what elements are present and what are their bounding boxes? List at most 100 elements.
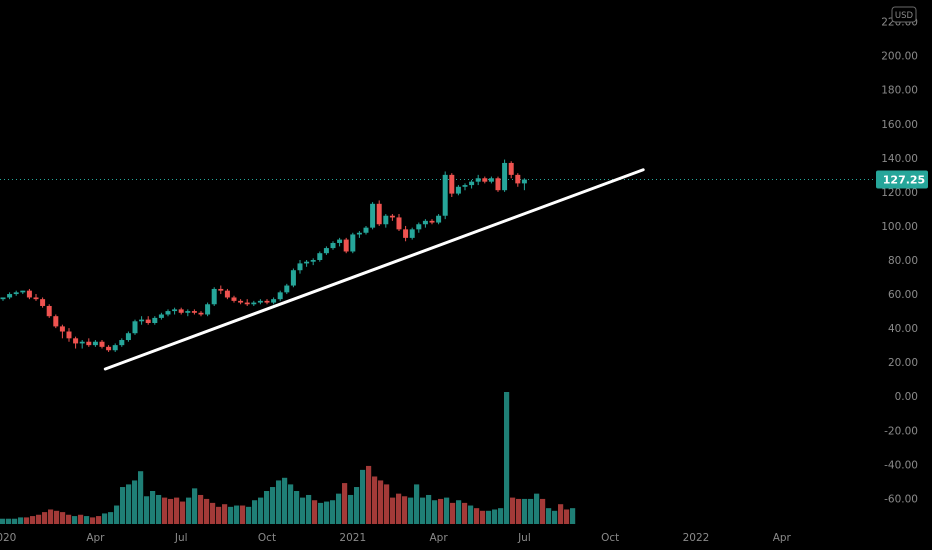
volume-bar (468, 505, 474, 524)
volume-bar (504, 392, 510, 524)
volume-bar (222, 504, 228, 524)
candle-body (251, 302, 257, 305)
candle (244, 299, 250, 306)
volume-bar (258, 497, 264, 524)
candle (165, 309, 171, 317)
volume-bar (426, 494, 432, 524)
candle-body (158, 314, 164, 318)
candle (330, 241, 336, 250)
volume-bar (348, 494, 354, 524)
candle-body (191, 311, 197, 313)
candle (218, 285, 224, 295)
volume-bar (366, 465, 372, 524)
candle-body (53, 316, 59, 327)
candle-body (46, 305, 52, 317)
candle (422, 219, 428, 228)
candle (92, 340, 98, 347)
volume-bar (408, 497, 414, 524)
trendline[interactable] (103, 168, 645, 371)
candle (185, 309, 191, 317)
candle (46, 304, 52, 318)
candle (198, 311, 204, 317)
volume-bar (264, 491, 270, 524)
volume-bar (414, 484, 420, 524)
y-tick-label: 80.00 (888, 255, 918, 267)
candle-body (40, 299, 46, 306)
currency-badge-label: USD (895, 11, 914, 21)
x-tick-label: Apr (430, 532, 449, 544)
candle-body (462, 185, 468, 187)
volume-bar (60, 512, 66, 524)
candle (191, 309, 197, 315)
candle-body (356, 232, 362, 235)
candle-body (277, 292, 283, 300)
volume-bar (240, 505, 246, 524)
volume-bar (24, 517, 30, 524)
candle (59, 324, 65, 339)
candle-body (317, 253, 323, 260)
volume-bar (246, 506, 252, 524)
volume-bar (288, 484, 294, 524)
volume-bar (492, 509, 498, 524)
volume-bar (462, 502, 468, 524)
volume-bar (36, 514, 42, 524)
candle (66, 328, 72, 342)
candle (86, 338, 92, 347)
candle (488, 176, 494, 184)
candle-body (165, 311, 171, 315)
candle (7, 292, 13, 300)
y-axis: 220.00200.00180.00160.00140.00120.00100.… (881, 17, 918, 506)
candle-body (508, 162, 514, 175)
volume-bar (18, 517, 24, 524)
volume-bar (318, 502, 324, 524)
candle-body (218, 288, 224, 291)
candle (0, 297, 6, 301)
candle-body (13, 292, 19, 295)
candle (119, 338, 125, 347)
volume-bar (6, 518, 12, 524)
candle-body (389, 215, 395, 218)
candle (389, 214, 395, 221)
candle (515, 173, 521, 187)
candle (125, 331, 131, 342)
candle-body (396, 217, 402, 230)
candle-body (370, 203, 376, 228)
candle-body (152, 317, 158, 323)
candle-body (185, 311, 191, 313)
candle-body (475, 178, 481, 182)
x-tick-label: Apr (773, 532, 792, 544)
candle-body (106, 346, 112, 351)
volume-bar (396, 493, 402, 524)
candle-body (502, 162, 508, 191)
candle-body (290, 270, 296, 286)
candle-body (515, 174, 521, 184)
volume-bar (198, 494, 204, 524)
volume-bar (180, 501, 186, 524)
candle (20, 290, 26, 295)
volume-bar (516, 498, 522, 524)
volume-bar (450, 502, 456, 524)
volume-bar (48, 509, 54, 524)
candle-body (521, 179, 527, 184)
volume-bar (570, 508, 576, 524)
y-tick-label: -60.00 (884, 493, 918, 505)
candle (106, 345, 112, 352)
volume-bar (390, 497, 396, 524)
volume-bar (162, 497, 168, 524)
candle (508, 161, 514, 179)
price-badge-bg (876, 170, 928, 189)
volume-bar (132, 480, 138, 524)
currency-badge[interactable]: USD (891, 6, 917, 23)
y-tick-label: 20.00 (888, 357, 918, 369)
volume-bar (144, 496, 150, 524)
currency-badge-box (891, 6, 917, 23)
candle-body (264, 300, 270, 303)
candle (211, 287, 217, 306)
candle (343, 237, 349, 254)
y-tick-label: 200.00 (881, 51, 918, 63)
candle (442, 171, 448, 220)
candle-body (139, 319, 145, 322)
candle-body (244, 302, 250, 305)
x-tick-label: 2021 (339, 532, 366, 544)
